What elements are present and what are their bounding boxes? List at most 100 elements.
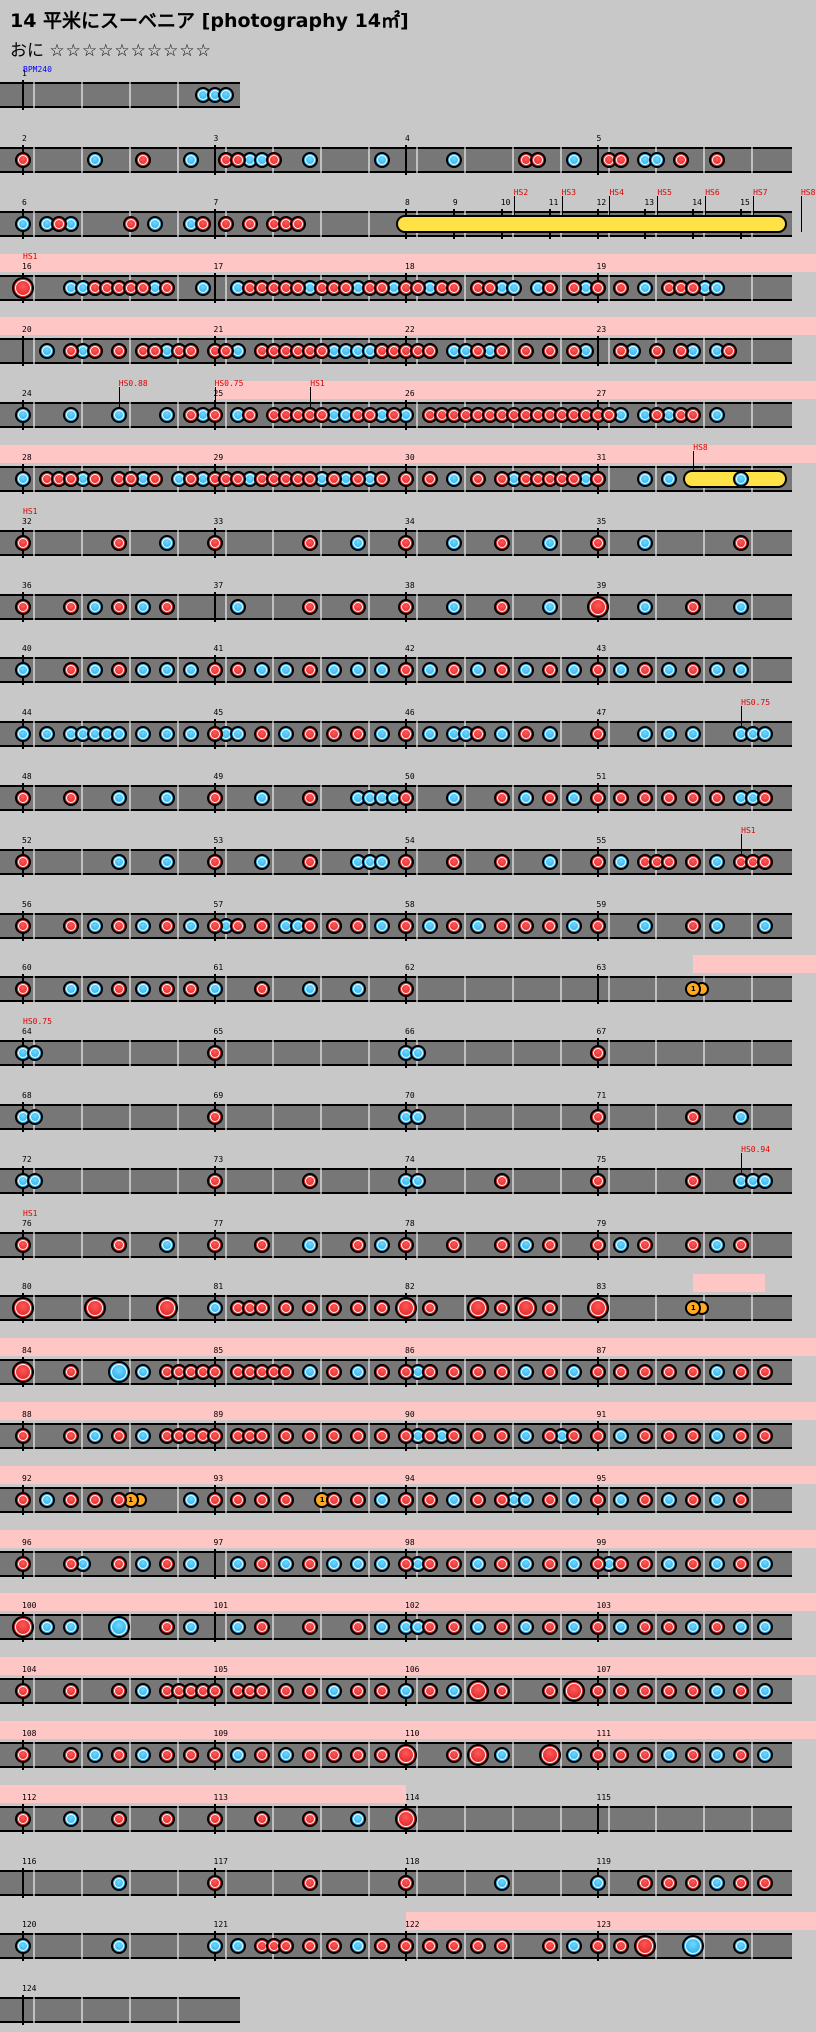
ka-note	[134, 1428, 151, 1444]
don-note	[362, 407, 379, 424]
beat-tick	[176, 1869, 179, 1896]
beat-tick	[176, 1614, 179, 1641]
beat-tick	[607, 1805, 610, 1832]
beat-tick	[655, 1167, 658, 1194]
don-note	[398, 1236, 414, 1253]
beat-tick	[320, 147, 323, 173]
ka-note	[445, 534, 462, 551]
beat-tick	[703, 1742, 706, 1768]
ka-note	[158, 407, 175, 424]
don-note	[110, 1236, 127, 1253]
don-note	[302, 534, 319, 551]
don-note	[350, 471, 367, 487]
bar-number: 109	[213, 1729, 228, 1738]
beat-tick	[224, 1167, 227, 1194]
beat-tick	[272, 721, 275, 748]
note-lane	[0, 912, 792, 939]
don-note	[589, 1236, 606, 1253]
ka-note	[469, 662, 486, 679]
beat-tick	[703, 1040, 706, 1067]
bar-number: 112	[22, 1792, 37, 1802]
don-note	[206, 1236, 223, 1253]
ka-note	[445, 1683, 462, 1700]
beat-tick	[511, 1167, 514, 1194]
beat-tick	[224, 785, 227, 811]
bar-number: 53	[213, 835, 224, 845]
don-note	[541, 662, 558, 679]
don-note	[62, 662, 79, 679]
ka-note	[565, 1619, 582, 1636]
scroll-speed-line	[214, 387, 216, 424]
don-note	[15, 1747, 31, 1763]
beat-tick	[416, 593, 418, 620]
ka-note	[86, 152, 103, 168]
don-note	[541, 790, 558, 806]
don-note	[733, 1428, 750, 1444]
don-note	[517, 343, 534, 360]
beat-tick	[463, 912, 466, 939]
beat-tick	[128, 976, 131, 1003]
don-note	[206, 1491, 223, 1508]
ka-note	[182, 152, 199, 168]
bar-number: 98	[405, 1537, 415, 1547]
beat-tick	[272, 1614, 275, 1641]
don-note	[493, 471, 510, 487]
beat-tick	[80, 976, 83, 1003]
don-note	[15, 1236, 31, 1253]
beat-tick	[703, 1423, 706, 1449]
big-don-note	[466, 1744, 489, 1766]
ka-note	[182, 1619, 199, 1636]
beat-tick	[655, 785, 658, 811]
don-note	[182, 1747, 199, 1763]
beat-tick	[224, 1869, 227, 1896]
ka-note	[26, 1109, 43, 1125]
ka-note	[421, 662, 438, 679]
don-note	[637, 662, 654, 679]
bar-number: 70	[405, 1091, 415, 1100]
don-note	[15, 1491, 31, 1508]
ka-note	[517, 1364, 534, 1381]
beat-tick	[607, 1486, 610, 1513]
beat-tick	[80, 1423, 83, 1449]
beat-tick	[368, 657, 371, 684]
scroll-speed-marker: HS1	[23, 506, 38, 516]
bar-number: 83	[596, 1282, 607, 1292]
beat-tick	[463, 1423, 466, 1449]
bar-number: 42	[405, 644, 415, 654]
ka-note	[517, 1428, 534, 1444]
beat-tick	[655, 466, 658, 492]
don-note	[398, 662, 414, 679]
don-note	[637, 1555, 654, 1572]
don-note	[541, 1619, 558, 1636]
beat-tick	[511, 1104, 514, 1130]
beat-tick	[176, 1805, 179, 1832]
bar-number: 73	[213, 1154, 224, 1164]
beat-tick	[751, 1805, 754, 1832]
beat-tick	[511, 1614, 514, 1641]
ka-note	[493, 1874, 510, 1891]
ka-note	[374, 1491, 391, 1508]
bar-number: 91	[596, 1410, 607, 1419]
beat-tick	[33, 274, 35, 301]
ka-note	[62, 1810, 79, 1827]
bar-number: 86	[405, 1346, 415, 1356]
ka-note	[469, 1555, 486, 1572]
beat-tick	[607, 274, 610, 301]
ka-note	[206, 1300, 223, 1317]
scroll-speed-marker: HS7	[753, 187, 768, 197]
bar-number: 121	[213, 1920, 228, 1930]
ka-note	[613, 853, 630, 870]
don-note	[326, 1300, 343, 1317]
don-note	[685, 407, 702, 424]
beat-tick	[176, 1997, 179, 2024]
bar-number: 89	[213, 1410, 224, 1419]
bar-number: 79	[596, 1218, 607, 1228]
bar-number: 1	[22, 69, 27, 78]
ka-note	[350, 981, 367, 998]
don-note	[673, 152, 690, 168]
don-note	[589, 1938, 606, 1955]
don-note	[469, 1491, 486, 1508]
don-note	[757, 1874, 774, 1891]
don-note	[445, 1364, 462, 1381]
bar-number: 54	[405, 835, 415, 845]
